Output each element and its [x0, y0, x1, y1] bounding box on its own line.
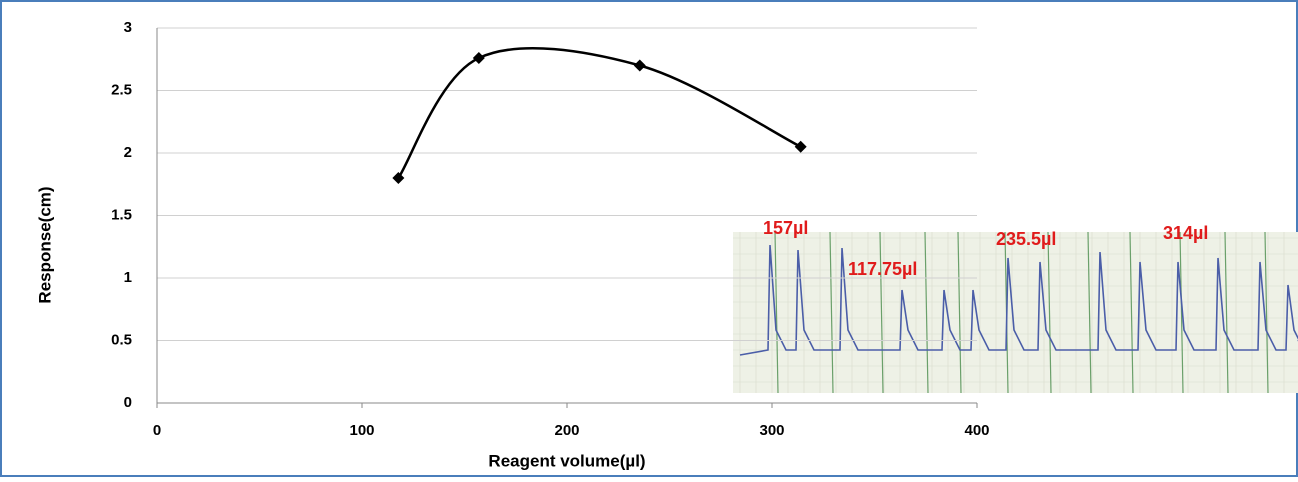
inset-recorder-trace [733, 231, 1298, 394]
inset-chart-line [1129, 231, 1134, 394]
y-tick-label: 2 [124, 144, 132, 161]
y-tick-label: 1 [124, 269, 132, 286]
marker [392, 172, 405, 184]
y-tick-label: 1.5 [111, 206, 132, 223]
inset-paper [733, 232, 1298, 393]
x-tick-label: 0 [153, 422, 161, 439]
marker [472, 52, 485, 64]
y-tick-label: 2.5 [111, 81, 132, 98]
inset-label: 157µl [763, 218, 808, 238]
marker [633, 59, 646, 72]
series-line [397, 46, 802, 179]
inset-chart-line [957, 231, 962, 394]
y-tick-label: 0.5 [111, 331, 132, 348]
inset-chart-line [1087, 231, 1092, 394]
inset-trace [739, 244, 1298, 356]
inset-chart-line [1264, 231, 1269, 394]
x-tick-label: 400 [964, 422, 989, 439]
inset-chart-line [924, 231, 929, 394]
y-tick-label: 3 [124, 19, 132, 36]
inset-chart-line [829, 231, 834, 394]
y-axis-title: Response(cm) [35, 186, 54, 303]
inset-chart-line [1179, 231, 1184, 394]
x-tick-label: 300 [759, 422, 784, 439]
inset-label: 235.5µl [996, 229, 1056, 249]
x-tick-label: 200 [554, 422, 579, 439]
inset-chart-line [774, 231, 779, 394]
inset-chart-line [1047, 231, 1052, 394]
inset-chart-line [879, 231, 884, 394]
x-tick-label: 100 [349, 422, 374, 439]
inset-label: 117.75µl [848, 259, 917, 279]
marker [794, 140, 807, 153]
x-axis-title: Reagent volume(µl) [488, 451, 645, 470]
inset-chart-line [1224, 231, 1229, 394]
y-tick-label: 0 [124, 394, 132, 411]
inset-label: 314µl [1163, 223, 1208, 243]
